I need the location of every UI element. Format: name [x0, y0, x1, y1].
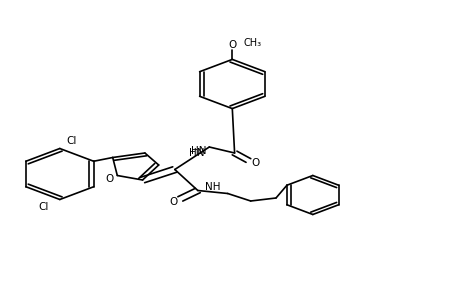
- Text: O: O: [228, 40, 236, 50]
- Text: O: O: [169, 197, 177, 207]
- Text: Cl: Cl: [66, 136, 76, 146]
- Text: Cl: Cl: [39, 202, 49, 212]
- Text: HN: HN: [189, 148, 204, 158]
- Text: CH₃: CH₃: [243, 38, 261, 48]
- Text: HN: HN: [190, 146, 206, 157]
- Text: O: O: [105, 173, 113, 184]
- Text: NH: NH: [205, 182, 220, 192]
- Text: O: O: [251, 158, 259, 168]
